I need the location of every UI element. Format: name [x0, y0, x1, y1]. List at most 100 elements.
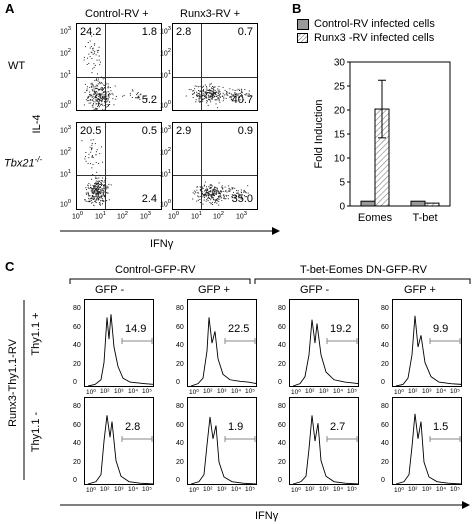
legend-label-runx3: Runx3 -RV infected cells — [314, 32, 435, 44]
col-label-1: GFP - — [95, 284, 125, 296]
x-tick-label: 10⁰ — [189, 389, 199, 396]
y-tick-label: 60 — [176, 421, 184, 429]
x-tick-label: 10³ — [217, 388, 227, 395]
x-tick-label: 10³ — [217, 486, 227, 493]
y-tick-label: 0 — [73, 477, 77, 484]
panel-a-letter: A — [5, 1, 15, 16]
x-tick-label: 10⁰ — [394, 487, 404, 494]
panel-a-col-label-2: Runx3-RV + — [180, 8, 241, 20]
y-tick-label: 30 — [334, 58, 346, 69]
quadrant-ul: 2.8 — [176, 26, 192, 38]
x-tick-label: 10⁵ — [245, 388, 255, 395]
row-outer-line — [23, 300, 25, 480]
x-tick-label: 10² — [305, 486, 315, 493]
legend-swatch-runx3 — [297, 32, 308, 43]
y-tick-label: 80 — [176, 403, 184, 410]
x-tick-label: 10² — [203, 388, 213, 395]
y-tick-label: 80 — [278, 305, 286, 312]
x-tick-label: 10³ — [422, 486, 432, 493]
y-tick-label: 80 — [73, 403, 81, 410]
y-tick-label: 40 — [73, 440, 81, 447]
x-tick-label: 10⁰ — [291, 389, 301, 396]
y-tick-label: 20 — [73, 458, 81, 466]
y-tick-label: 60 — [381, 421, 389, 429]
panel-a-y-axis-label: IL-4 — [31, 114, 43, 134]
y-tick-label: 20 — [278, 458, 286, 466]
histogram-r2-c3: 2.7 — [289, 397, 359, 485]
legend-item-control: Control-RV infected cells — [297, 18, 435, 30]
y-tick-label: 25 — [334, 82, 346, 93]
panel-a-x-arrow — [60, 227, 280, 235]
y-axis-label: Fold Induction — [313, 99, 325, 168]
x-tick-label: 10⁰ — [394, 389, 404, 396]
y-tick-label: 20 — [381, 458, 389, 466]
gate-value: 22.5 — [228, 323, 250, 335]
x-tick-label: 10⁰ — [291, 487, 301, 494]
x-tick-label: 10⁴ — [436, 486, 447, 493]
x-tick-label: 10⁴ — [231, 388, 242, 395]
y-tick-label: 80 — [73, 305, 81, 312]
x-tick-label: 10² — [203, 486, 213, 493]
panel-c-x-axis-label: IFNγ — [255, 510, 279, 522]
y-tick-label: 0 — [339, 202, 345, 213]
quadrant-lr: 2.4 — [141, 193, 157, 205]
x-tick-label: 10⁰ — [86, 389, 96, 396]
x-tick-label: 10⁴ — [128, 486, 139, 493]
y-tick-label: 40 — [176, 342, 184, 349]
panel-c-x-arrow — [60, 501, 470, 509]
x-tick-label: 10³ — [422, 388, 432, 395]
group-label-dn: T-bet-Eomes DN-GFP-RV — [300, 264, 427, 276]
y-tick-label: 40 — [278, 440, 286, 447]
y-tick-label: 0 — [381, 379, 385, 386]
x-tick-label: 10² — [305, 388, 315, 395]
legend-item-runx3: Runx3 -RV infected cells — [297, 32, 434, 44]
histogram-r1-c4: 9.9 — [392, 299, 462, 387]
panel-a-row-label-wt: WT — [8, 60, 26, 72]
tbx21-sup: -/- — [34, 155, 43, 164]
group-label-control: Control-GFP-RV — [115, 264, 196, 276]
bar-t-bet-series-1 — [410, 200, 426, 207]
x-tick-label: 10³ — [114, 486, 124, 493]
gate-value: 19.2 — [330, 323, 352, 335]
y-tick-label: 0 — [176, 379, 180, 386]
y-tick-label: 0 — [73, 379, 77, 386]
row-outer-label: Runx3-Thy1.1-RV — [7, 339, 19, 427]
panel-c-letter: C — [5, 259, 15, 274]
x-tick-label: 10⁰ — [86, 487, 96, 494]
row-label-thy-minus: Thy1.1 - — [30, 411, 42, 453]
x-tick-label: 10² — [408, 388, 418, 395]
y-tick-label: 0 — [381, 477, 385, 484]
x-tick-label: 10³ — [114, 388, 124, 395]
quadrant-ul: 24.2 — [80, 26, 102, 38]
y-tick-label: 60 — [381, 323, 389, 331]
y-tick-label: 20 — [176, 360, 184, 368]
x-tick-label: 10⁴ — [231, 486, 242, 493]
x-tick-label: 10⁵ — [347, 388, 357, 395]
y-tick-label: 60 — [278, 421, 286, 429]
legend-label-control: Control-RV infected cells — [314, 18, 435, 30]
quadrant-ur: 0.9 — [237, 125, 253, 137]
y-tick-label: 20 — [176, 458, 184, 466]
y-tick-label: 20 — [334, 106, 346, 117]
x-tick-label: 10⁴ — [333, 486, 344, 493]
x-tick-label: 10⁵ — [347, 486, 357, 493]
quadrant-ul: 20.5 — [80, 125, 102, 137]
histogram-r2-c2: 1.9 — [187, 397, 257, 485]
gate-value: 14.9 — [125, 323, 147, 335]
y-tick-label: 0 — [176, 477, 180, 484]
x-tick-label: 10⁰ — [189, 487, 199, 494]
y-tick-label: 60 — [176, 323, 184, 331]
quadrant-lr: 5.2 — [141, 94, 157, 106]
y-tick-label: 10 — [334, 154, 346, 165]
bar-eomes-series-1 — [360, 200, 376, 207]
gate-value: 2.8 — [125, 421, 141, 433]
flow-plot-wt-runx3: 2.8 0.7 40.7 — [172, 23, 258, 111]
x-tick-label: 10⁵ — [450, 388, 460, 395]
x-tick-label: 10³ — [319, 486, 329, 493]
x-tick-label: 10² — [408, 486, 418, 493]
flow-plot-tbx21-control: 20.5 0.5 2.4 — [76, 122, 162, 210]
quadrant-ul: 2.9 — [176, 125, 192, 137]
quadrant-ur: 0.7 — [237, 26, 253, 38]
category-label: T-bet — [412, 212, 437, 224]
col-label-2: GFP + — [198, 284, 230, 296]
